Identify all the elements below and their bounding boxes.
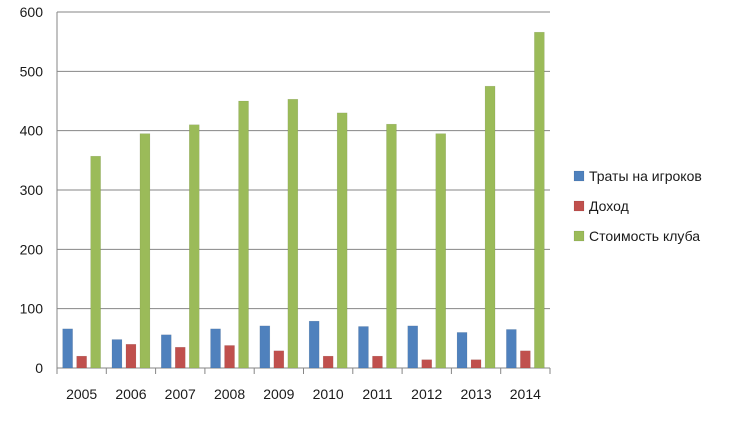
bar-income — [125, 344, 137, 369]
legend-label: Траты на игроков — [589, 168, 702, 184]
bar-income — [520, 350, 531, 369]
y-tick-label: 0 — [35, 360, 43, 376]
bar-income — [421, 359, 432, 369]
bar-income — [470, 359, 482, 369]
x-tick-label: 2014 — [510, 386, 541, 402]
x-tick-label: 2006 — [115, 386, 146, 402]
bar-club-value — [238, 100, 249, 369]
bar-player-spend — [259, 325, 271, 369]
y-tick-label: 400 — [20, 123, 44, 139]
bar-club-value — [484, 85, 496, 369]
bar-club-value — [534, 31, 545, 369]
bar-club-value — [139, 133, 151, 369]
y-tick-label: 300 — [20, 182, 44, 198]
legend-label: Доход — [589, 198, 629, 214]
bar-income — [273, 350, 285, 369]
legend-swatch — [573, 230, 585, 242]
legend-swatch — [573, 170, 585, 182]
x-tick-label: 2009 — [263, 386, 294, 402]
bar-income — [224, 345, 235, 369]
legend-swatch — [573, 200, 585, 212]
bar-player-spend — [210, 328, 221, 369]
bar-income — [372, 355, 383, 369]
bar-club-value — [287, 98, 299, 369]
y-tick-label: 500 — [20, 63, 44, 79]
y-tick-label: 600 — [20, 4, 44, 20]
bar-club-value — [435, 133, 446, 369]
bar-club-value — [336, 112, 348, 369]
bar-club-value — [90, 155, 101, 369]
bar-player-spend — [111, 339, 123, 369]
x-tick-label: 2012 — [411, 386, 442, 402]
bar-player-spend — [456, 332, 468, 369]
x-tick-label: 2011 — [362, 386, 392, 402]
x-tick-label: 2013 — [460, 386, 491, 402]
bar-club-value — [189, 124, 200, 369]
x-tick-label: 2008 — [214, 386, 245, 402]
bar-player-spend — [407, 325, 418, 369]
y-tick-label: 100 — [20, 301, 44, 317]
x-tick-label: 2005 — [66, 386, 97, 402]
x-tick-label: 2010 — [313, 386, 344, 402]
bar-player-spend — [308, 320, 320, 369]
bar-player-spend — [358, 326, 369, 369]
bar-player-spend — [62, 328, 73, 369]
bar-player-spend — [506, 329, 517, 369]
legend-label: Стоимость клуба — [589, 228, 700, 244]
bar-player-spend — [161, 334, 172, 369]
x-tick-label: 2007 — [165, 386, 196, 402]
y-tick-label: 200 — [20, 241, 44, 257]
bar-income — [76, 355, 87, 369]
bar-income — [175, 346, 186, 369]
bar-club-value — [386, 123, 397, 369]
bar-income — [322, 355, 334, 369]
